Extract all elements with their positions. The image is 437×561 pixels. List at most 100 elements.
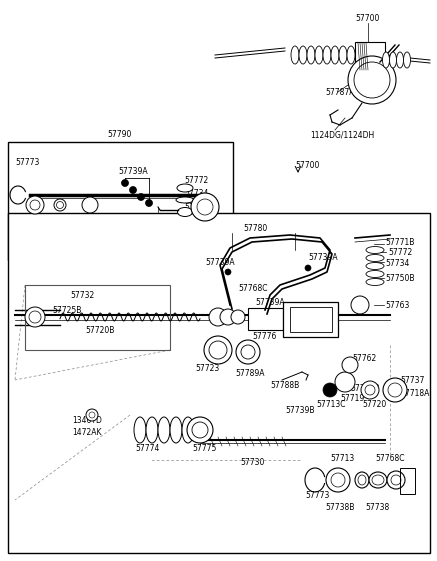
Ellipse shape	[372, 475, 384, 485]
Circle shape	[365, 385, 375, 395]
Text: 57768C: 57768C	[190, 220, 219, 229]
Text: 57768C: 57768C	[375, 453, 405, 462]
Circle shape	[305, 265, 311, 271]
Ellipse shape	[366, 246, 384, 254]
Bar	[8, 142, 233, 260]
Circle shape	[25, 307, 45, 327]
Ellipse shape	[396, 52, 403, 68]
Text: 57790: 57790	[108, 130, 132, 139]
Text: 57732: 57732	[83, 220, 107, 229]
Text: 57730: 57730	[240, 458, 264, 467]
Text: 57739A: 57739A	[205, 257, 235, 266]
Text: 1124DG/1124DH: 1124DG/1124DH	[310, 131, 374, 140]
Circle shape	[335, 372, 355, 392]
Circle shape	[387, 471, 405, 489]
Bar	[248, 308, 283, 330]
Text: 57738: 57738	[8, 233, 32, 242]
Text: 57772: 57772	[388, 247, 412, 256]
Ellipse shape	[369, 472, 387, 488]
Circle shape	[29, 311, 41, 323]
Text: 57718A: 57718A	[400, 389, 430, 398]
Circle shape	[30, 200, 40, 210]
Text: 57787A: 57787A	[325, 88, 354, 96]
Ellipse shape	[146, 417, 158, 443]
Circle shape	[241, 345, 255, 359]
Circle shape	[191, 193, 219, 221]
Circle shape	[209, 308, 227, 326]
Ellipse shape	[307, 46, 315, 64]
Bar	[25, 285, 170, 350]
Ellipse shape	[347, 46, 355, 64]
Bar	[290, 307, 332, 332]
Text: 57734: 57734	[385, 259, 409, 268]
Ellipse shape	[134, 417, 146, 443]
Text: 57720: 57720	[362, 399, 386, 408]
Text: 57773: 57773	[15, 158, 39, 167]
Circle shape	[391, 475, 401, 485]
Text: 57775: 57775	[192, 444, 216, 453]
Circle shape	[204, 336, 232, 364]
Circle shape	[209, 341, 227, 359]
Ellipse shape	[366, 255, 384, 261]
Circle shape	[220, 309, 236, 325]
Text: 57762: 57762	[150, 220, 174, 229]
Text: 57738: 57738	[365, 503, 389, 512]
Ellipse shape	[323, 46, 331, 64]
Text: 57700: 57700	[295, 160, 319, 169]
Ellipse shape	[366, 263, 384, 269]
Ellipse shape	[176, 197, 194, 203]
Ellipse shape	[382, 52, 389, 68]
Text: 57739A: 57739A	[255, 297, 284, 306]
Ellipse shape	[54, 199, 66, 211]
Ellipse shape	[366, 278, 384, 286]
Circle shape	[197, 199, 213, 215]
Ellipse shape	[331, 46, 339, 64]
Ellipse shape	[56, 201, 63, 209]
Text: 57773: 57773	[305, 490, 329, 499]
Circle shape	[354, 62, 390, 98]
Circle shape	[187, 417, 213, 443]
Text: 57738B: 57738B	[325, 503, 354, 512]
Text: 57739A: 57739A	[118, 167, 148, 176]
Text: 57713: 57713	[330, 453, 354, 462]
Circle shape	[129, 186, 136, 194]
Text: 57789A: 57789A	[235, 369, 264, 378]
Text: 57772: 57772	[184, 176, 208, 185]
Text: 57774: 57774	[135, 444, 160, 453]
Circle shape	[89, 412, 95, 418]
Circle shape	[388, 383, 402, 397]
Circle shape	[326, 468, 350, 492]
Text: 57719: 57719	[340, 393, 364, 402]
Circle shape	[146, 200, 153, 206]
Circle shape	[26, 196, 44, 214]
Circle shape	[231, 310, 245, 324]
Text: 57788B: 57788B	[270, 380, 299, 389]
Text: 57763: 57763	[184, 203, 208, 211]
Ellipse shape	[366, 270, 384, 278]
Circle shape	[121, 180, 128, 186]
Circle shape	[236, 340, 260, 364]
Circle shape	[86, 409, 98, 421]
Text: 57725B: 57725B	[52, 306, 81, 315]
Text: 57739A: 57739A	[308, 252, 338, 261]
Ellipse shape	[389, 52, 396, 68]
Text: 57732: 57732	[70, 291, 94, 300]
Text: 1346TD: 1346TD	[72, 416, 102, 425]
Ellipse shape	[158, 417, 170, 443]
Ellipse shape	[355, 472, 369, 488]
Ellipse shape	[339, 46, 347, 64]
Circle shape	[342, 357, 358, 373]
Circle shape	[348, 56, 396, 104]
Text: 57768C: 57768C	[30, 220, 59, 229]
Ellipse shape	[291, 46, 299, 64]
Ellipse shape	[170, 417, 182, 443]
Bar	[283, 302, 338, 337]
Text: 57776: 57776	[252, 332, 276, 341]
Circle shape	[323, 383, 337, 397]
Bar	[8, 213, 430, 553]
Text: 57780: 57780	[243, 223, 267, 232]
Text: 57737: 57737	[400, 375, 424, 384]
Ellipse shape	[177, 184, 193, 192]
Circle shape	[138, 194, 145, 200]
Circle shape	[383, 378, 407, 402]
